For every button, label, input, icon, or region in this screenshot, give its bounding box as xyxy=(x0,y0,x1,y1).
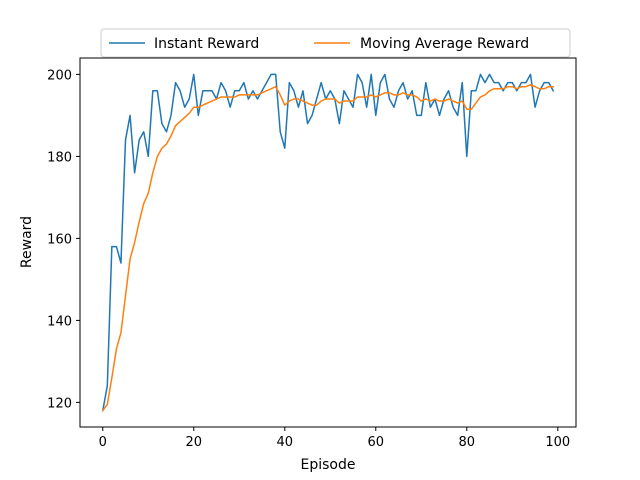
x-tick-label: 40 xyxy=(276,435,293,450)
legend: Instant Reward Moving Average Reward xyxy=(100,28,571,58)
y-tick-label: 160 xyxy=(47,232,72,247)
x-tick-label: 20 xyxy=(185,435,202,450)
x-axis-ticks: 0 20 40 60 80 100 xyxy=(99,427,570,450)
x-tick-label: 100 xyxy=(545,435,570,450)
legend-label-instant-reward: Instant Reward xyxy=(154,36,259,52)
y-tick-label: 200 xyxy=(47,68,72,83)
y-tick-label: 120 xyxy=(47,396,72,411)
y-tick-label: 140 xyxy=(47,314,72,329)
y-axis-ticks: 120 140 160 180 200 xyxy=(47,68,80,411)
legend-label-moving-average-reward: Moving Average Reward xyxy=(360,36,529,52)
x-tick-label: 0 xyxy=(99,435,107,450)
y-tick-label: 180 xyxy=(47,150,72,165)
x-tick-label: 80 xyxy=(459,435,476,450)
series-line-moving-average-reward xyxy=(101,83,554,412)
plot-area-border xyxy=(79,57,577,428)
x-axis-label: Episode xyxy=(301,457,356,473)
x-tick-label: 60 xyxy=(368,435,385,450)
plot-frame xyxy=(79,57,577,428)
y-axis-label: Reward xyxy=(19,216,35,268)
series-lines xyxy=(101,73,555,412)
series-line-instant-reward xyxy=(101,73,555,412)
